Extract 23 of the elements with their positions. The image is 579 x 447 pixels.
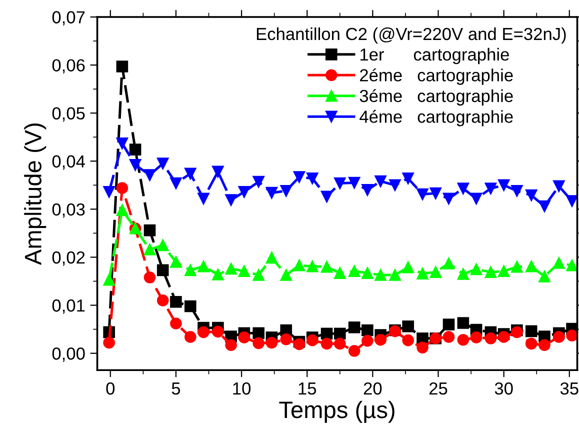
legend-label: 2éme cartographie [360, 68, 513, 85]
x-tick-label: 30 [494, 382, 513, 395]
x-tick-label: 25 [429, 382, 448, 395]
x-tick-label: 0 [106, 382, 115, 395]
legend-title: Echantillon C2 (@Vr=220V and E=32nJ) [256, 27, 566, 44]
y-tick-label: 0,04 [52, 155, 85, 170]
y-tick-label: 0,07 [52, 11, 85, 26]
y-tick-label: 0,02 [52, 251, 85, 266]
legend-label: 1er cartographie [360, 48, 509, 64]
x-tick-label: 10 [233, 382, 251, 395]
x-axis-title: Temps (µs) [279, 400, 394, 423]
x-tick-label: 35 [560, 382, 578, 395]
legend-label: 3éme cartographie [360, 89, 513, 106]
y-tick-label: 0,06 [52, 59, 85, 74]
y-tick-label: 0,03 [52, 203, 85, 218]
x-tick-label: 20 [364, 382, 382, 395]
x-tick-label: 5 [172, 382, 180, 395]
y-axis-title: Amplitude (V) [24, 124, 46, 266]
y-tick-label: 0,00 [52, 347, 85, 362]
x-tick-label: 15 [298, 382, 316, 395]
y-tick-label: 0,05 [52, 107, 85, 122]
y-tick-label: 0,01 [52, 299, 85, 314]
legend-label: 4éme cartographie [360, 110, 513, 126]
